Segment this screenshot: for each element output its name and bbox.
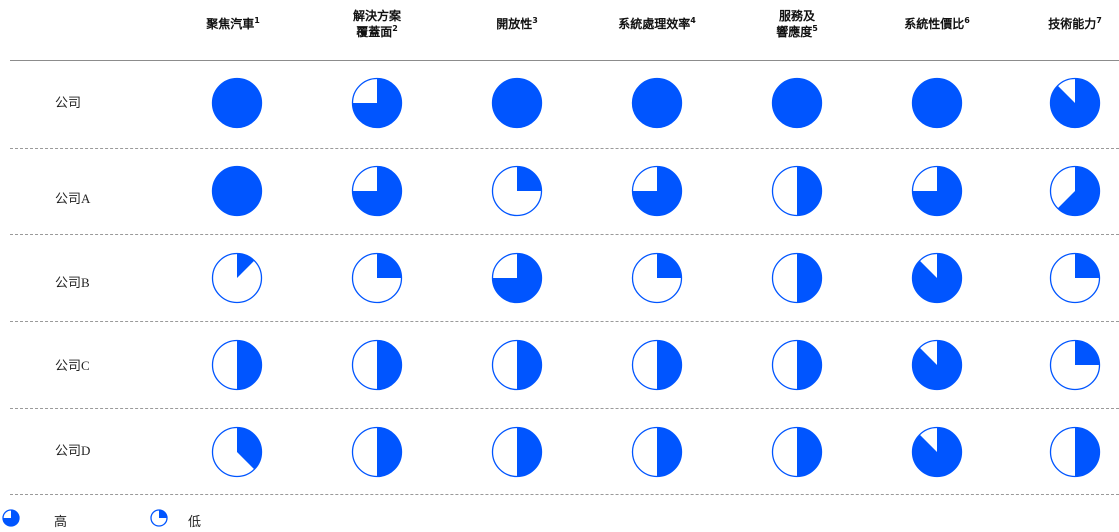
harvey-ball-r1-c1: [351, 165, 403, 217]
row-label-4: 公司D: [55, 443, 91, 458]
harvey-ball-r4-c3: [631, 426, 683, 478]
harvey-ball-r0-c1: [351, 77, 403, 129]
legend-ball-1: [150, 509, 168, 527]
column-header-3: 系統處理效率4: [618, 16, 696, 31]
column-header-4: 服務及 響應度5: [776, 9, 818, 39]
harvey-ball-r3-c6: [1049, 339, 1101, 391]
harvey-ball-r4-c1: [351, 426, 403, 478]
harvey-ball-r4-c6: [1049, 426, 1101, 478]
harvey-ball-r0-c6: [1049, 77, 1101, 129]
harvey-ball-r2-c1: [351, 252, 403, 304]
legend: 高 低: [0, 509, 300, 529]
harvey-ball-r3-c2: [491, 339, 543, 391]
harvey-ball-r0-c3: [631, 77, 683, 129]
row-label-1: 公司A: [55, 191, 91, 206]
harvey-ball-r1-c3: [631, 165, 683, 217]
harvey-ball-r3-c4: [771, 339, 823, 391]
row-divider: [10, 148, 1119, 149]
harvey-ball-r2-c0: [211, 252, 263, 304]
harvey-ball-r2-c3: [631, 252, 683, 304]
harvey-ball-r1-c0: [211, 165, 263, 217]
harvey-ball-r2-c4: [771, 252, 823, 304]
row-divider: [10, 494, 1119, 495]
harvey-ball-r4-c0: [211, 426, 263, 478]
row-divider: [10, 234, 1119, 235]
column-header-6: 技術能力7: [1048, 16, 1102, 31]
legend-high-label: 高: [54, 514, 68, 529]
harvey-ball-r0-c0: [211, 77, 263, 129]
row-divider: [10, 321, 1119, 322]
harvey-ball-r4-c4: [771, 426, 823, 478]
harvey-ball-r3-c0: [211, 339, 263, 391]
harvey-ball-r3-c5: [911, 339, 963, 391]
legend-ball-0: [2, 509, 20, 527]
column-header-5: 系統性價比6: [904, 16, 970, 31]
harvey-ball-r0-c4: [771, 77, 823, 129]
row-label-3: 公司C: [55, 358, 90, 373]
harvey-ball-r1-c4: [771, 165, 823, 217]
harvey-ball-r0-c5: [911, 77, 963, 129]
harvey-ball-r2-c6: [1049, 252, 1101, 304]
legend-high-ball: [2, 509, 20, 527]
harvey-ball-r2-c5: [911, 252, 963, 304]
row-label-0: 公司: [55, 95, 82, 110]
harvey-ball-r1-c5: [911, 165, 963, 217]
harvey-ball-r2-c2: [491, 252, 543, 304]
harvey-ball-r1-c2: [491, 165, 543, 217]
row-divider: [10, 408, 1119, 409]
harvey-ball-r3-c3: [631, 339, 683, 391]
column-header-0: 聚焦汽車1: [206, 16, 260, 31]
column-header-2: 開放性3: [496, 16, 538, 31]
harvey-ball-r4-c2: [491, 426, 543, 478]
legend-low-ball: [150, 509, 168, 527]
harvey-ball-r3-c1: [351, 339, 403, 391]
header-divider: [10, 60, 1119, 61]
column-header-1: 解決方案 覆蓋面2: [352, 9, 401, 39]
harvey-ball-grid: [211, 77, 1101, 478]
row-label-2: 公司B: [55, 275, 90, 290]
harvey-ball-r0-c2: [491, 77, 543, 129]
harvey-ball-r4-c5: [911, 426, 963, 478]
harvey-ball-r1-c6: [1049, 165, 1101, 217]
legend-low-label: 低: [188, 514, 202, 529]
